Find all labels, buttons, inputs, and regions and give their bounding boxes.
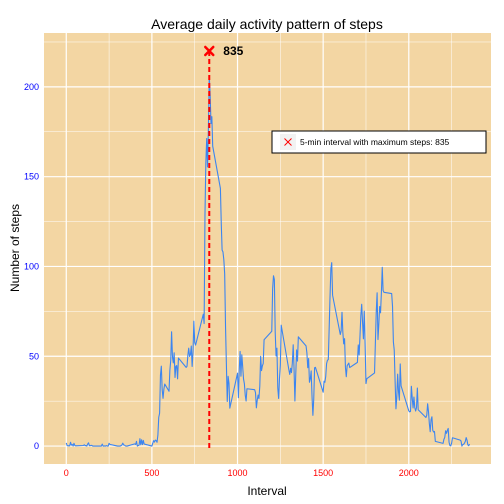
legend-label: 5-min interval with maximum steps: 835 [300,137,450,147]
minor-grid [44,33,491,464]
max-marker-layer: 835 [204,44,244,58]
plot-panel [44,33,491,464]
x-tick-label: 500 [144,468,159,478]
legend: 5-min interval with maximum steps: 835 [271,130,487,154]
legend-key-cross-icon [284,138,292,146]
y-axis-label: Number of steps [8,204,22,292]
series-line [65,75,471,447]
y-tick-label: 100 [24,261,39,271]
y-tick-label: 50 [29,351,39,361]
y-tick-label: 150 [24,172,39,182]
y-axis-ticks: 0 50 100 150 200 [24,82,39,451]
y-tick-label: 200 [24,82,39,92]
x-tick-label: 0 [64,468,69,478]
x-tick-label: 2000 [399,468,419,478]
max-marker-label: 835 [223,44,243,58]
x-tick-label: 1500 [313,468,333,478]
x-axis-label: Interval [247,484,286,498]
y-tick-label: 0 [34,441,39,451]
max-marker-cross-icon [204,45,215,57]
series-layer [65,75,471,447]
x-tick-label: 1000 [228,468,248,478]
legend-box [271,130,487,154]
chart-title: Average daily activity pattern of steps [151,16,383,32]
x-axis-ticks: 0 500 1000 1500 2000 [64,468,419,478]
